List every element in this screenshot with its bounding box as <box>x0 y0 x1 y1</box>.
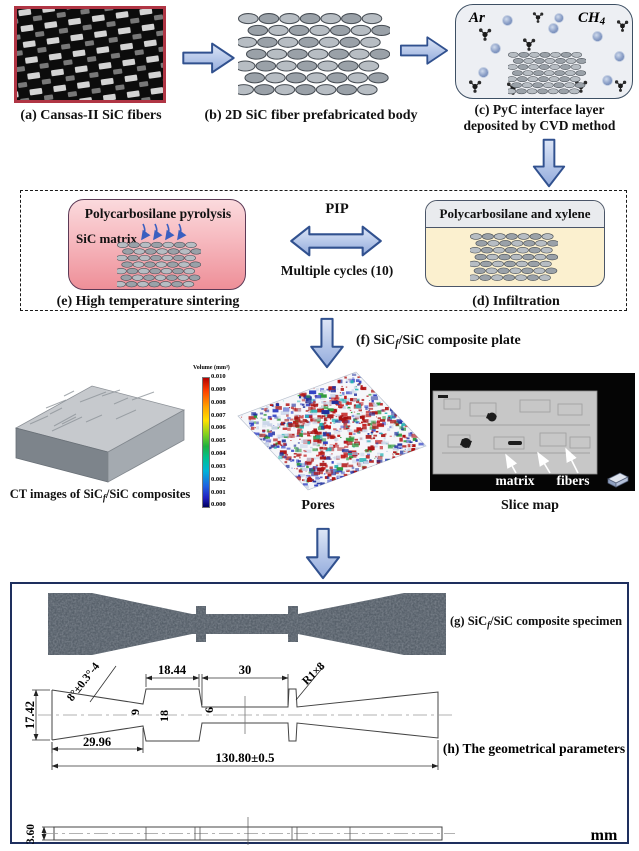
dim-total: 130.80±0.5 <box>215 750 275 765</box>
dim-30: 30 <box>239 663 252 677</box>
pyrolysis-graphics <box>117 223 201 288</box>
pip-label: PIP <box>325 201 349 217</box>
ct-images-label: CT images of SiCf/SiC composites <box>9 487 191 503</box>
flow-arrow-right-icon <box>399 36 449 65</box>
dim-thickness: 3.60 <box>25 824 37 844</box>
dim-9: 9 <box>128 709 142 715</box>
panel-d-header: Polycarbosilane and xylene <box>426 201 604 228</box>
matrix-annotation: matrix <box>496 473 535 488</box>
dim-6: 6 <box>202 707 216 713</box>
dim-18-44: 18.44 <box>158 663 187 677</box>
volume-colorbar: Volume (mm³) 0.010 0.009 0.008 0.007 0.0… <box>193 365 235 513</box>
panel-e-title: Polycarbosilane pyrolysis <box>84 206 232 221</box>
panel-b-label: (b) 2D SiC fiber prefabricated body <box>204 108 418 123</box>
flow-arrow-down-icon <box>305 527 341 580</box>
unit-label: mm <box>591 827 618 844</box>
panel-f-label: (f) SiCf/SiC composite plate <box>356 333 521 350</box>
specimen-side-view: 3.60 mm <box>25 817 618 845</box>
pores-label: Pores <box>301 498 335 513</box>
flow-arrow-down-icon <box>309 317 345 369</box>
infiltration-graphics <box>470 233 558 281</box>
fiber-preform-illustration <box>238 12 390 96</box>
specimen-photo <box>48 593 446 655</box>
dim-17-42: 17.42 <box>23 701 37 729</box>
panel-d-label: (d) Infiltration <box>472 294 560 309</box>
woven-fiber-texture <box>17 9 163 100</box>
dim-18: 18 <box>157 710 171 722</box>
cvd-chamber-panel: Ar CH4 <box>455 4 633 99</box>
panel-e-label: (e) High temperature sintering <box>56 294 240 309</box>
dim-r1x8: R1×8 <box>300 660 327 687</box>
pip-cycles-label: Multiple cycles (10) <box>280 263 394 278</box>
ar-gas-label: Ar <box>469 10 485 26</box>
panel-c-label: (c) PyC interface layer deposited by CVD… <box>463 102 616 133</box>
sic-fiber-photo <box>14 6 166 103</box>
pores-render <box>237 371 427 491</box>
fibers-annotation: fibers <box>557 473 590 488</box>
ct-block-render <box>14 385 186 483</box>
colorbar-title: Volume (mm³) <box>193 365 230 371</box>
specimen-drawing: 17.42 29.96 18.44 30 8°±0.3°-4 R1×8 9 18… <box>23 660 625 770</box>
panel-g-label: (g) SiCf/SiC composite specimen <box>450 614 623 630</box>
slice-map-label: Slice map <box>501 498 559 513</box>
sintering-panel: Polycarbosilane pyrolysis SiC matrix <box>68 199 246 290</box>
orientation-cube-icon <box>607 472 629 488</box>
colorbar-ticks: 0.010 0.009 0.008 0.007 0.006 0.005 0.00… <box>211 373 226 509</box>
panel-a-label: (a) Cansas-II SiC fibers <box>20 108 162 123</box>
flow-arrow-right-icon <box>182 42 235 74</box>
pip-double-arrow-icon <box>290 225 382 257</box>
infiltration-panel: Polycarbosilane and xylene <box>425 200 605 287</box>
dim-29-96: 29.96 <box>83 735 111 749</box>
ch4-gas-label: CH4 <box>578 10 606 28</box>
flow-arrow-down-icon <box>532 138 566 188</box>
pip-cycle-box <box>20 190 627 311</box>
colorbar-gradient <box>202 377 210 508</box>
panel-h-label: (h) The geometrical parameters <box>443 741 625 756</box>
slice-map-image: matrix fibers <box>430 373 635 491</box>
